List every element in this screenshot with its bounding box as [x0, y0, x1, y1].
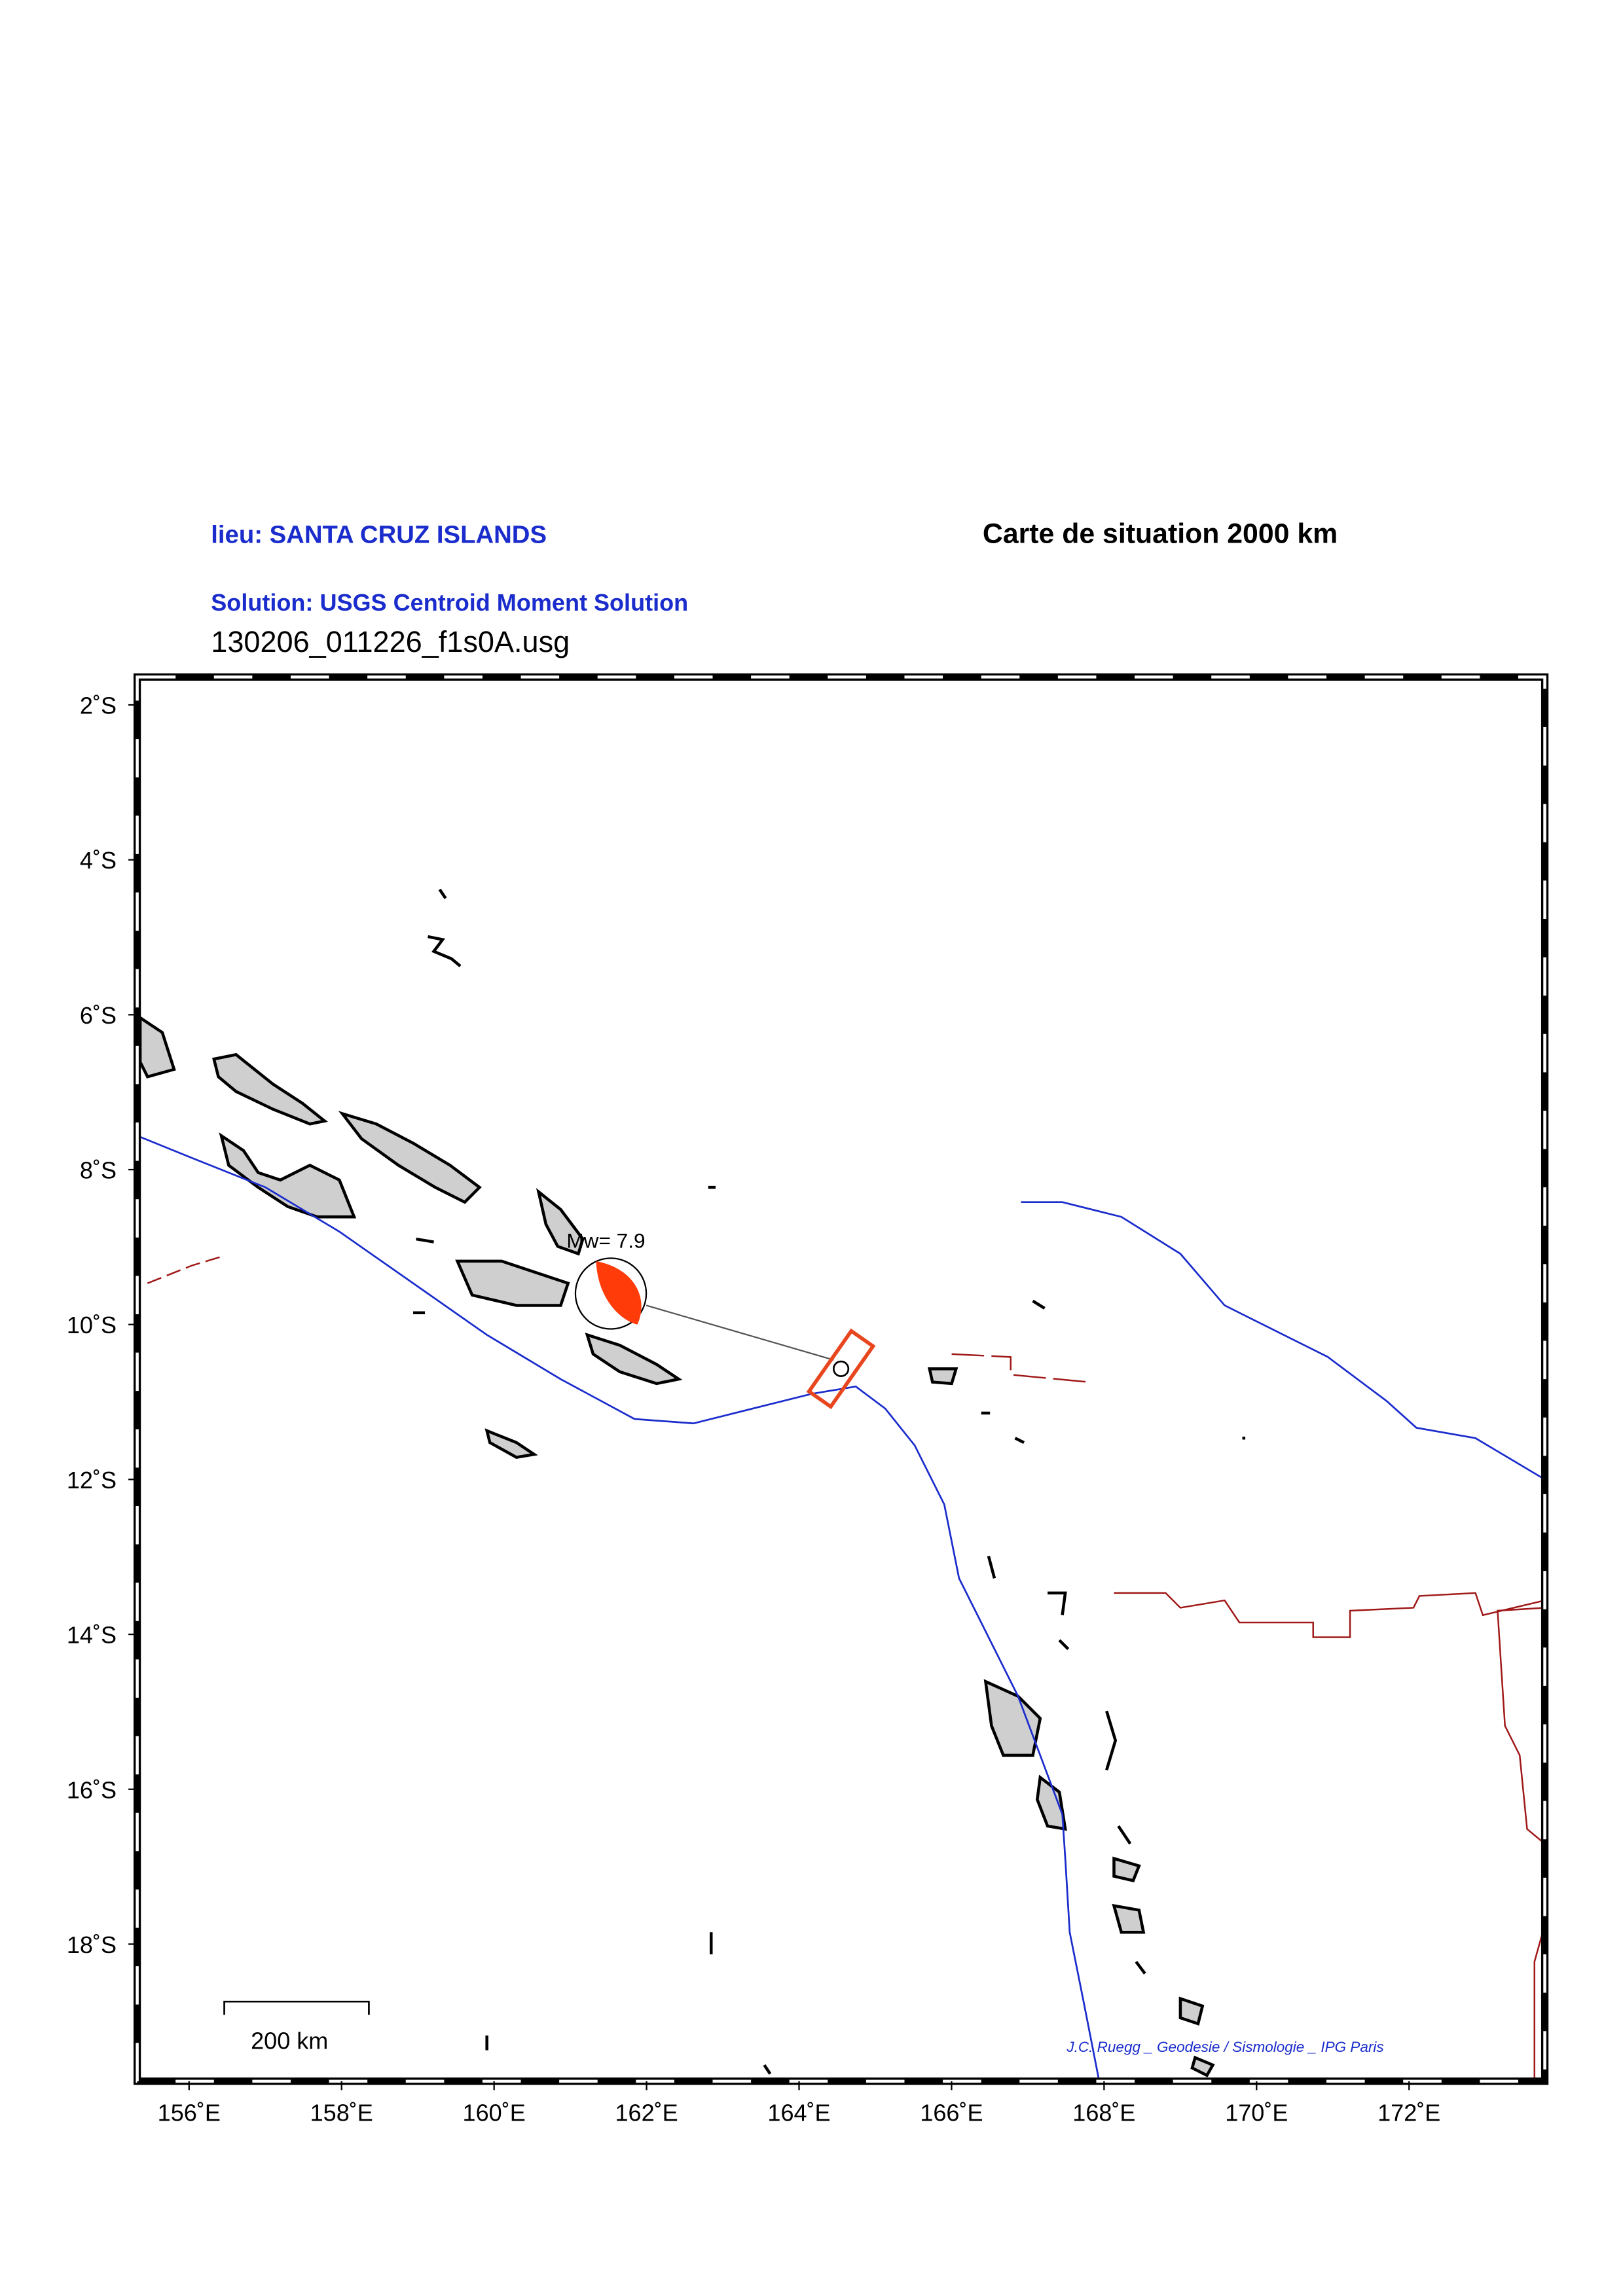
file-title: 130206_011226_f1s0A.usg: [211, 625, 570, 658]
graticule-labels: 156˚E 158˚E 160˚E 162˚E 164˚E 166˚E 168˚E 170˚E…: [67, 692, 1440, 2126]
y-tick-label: 6˚S: [80, 1002, 117, 1029]
x-tick-label: 170˚E: [1225, 2100, 1288, 2126]
y-tick-label: 8˚S: [80, 1157, 117, 1184]
map-frame: [133, 673, 1549, 2085]
scale-bar-label: 200 km: [251, 2027, 328, 2054]
credit: J.C. Ruegg _ Geodesie / Sismologie _ IPG…: [1066, 2039, 1383, 2055]
coastlines: [138, 888, 1246, 2077]
location-title: lieu: SANTA CRUZ ISLANDS: [211, 520, 547, 548]
solution-title: Solution: USGS Centroid Moment Solution: [211, 589, 688, 616]
x-tick-label: 172˚E: [1377, 2100, 1440, 2126]
y-tick-label: 18˚S: [67, 1931, 117, 1958]
y-tick-label: 10˚S: [67, 1312, 117, 1338]
map-frame-pattern: [136, 675, 1546, 2083]
x-tick-label: 158˚E: [310, 2100, 373, 2126]
map-title: Carte de situation 2000 km: [983, 518, 1338, 549]
y-tick-label: 12˚S: [67, 1467, 117, 1494]
plate-boundaries: [137, 1135, 1546, 2082]
x-tick-label: 160˚E: [463, 2100, 526, 2126]
x-tick-label: 156˚E: [158, 2100, 221, 2126]
magnitude-label: Mw= 7.9: [566, 1229, 645, 1253]
y-tick-label: 16˚S: [67, 1776, 117, 1803]
y-tick-label: 14˚S: [67, 1622, 117, 1649]
x-tick-label: 166˚E: [920, 2100, 983, 2126]
x-tick-label: 168˚E: [1072, 2100, 1135, 2126]
scale-bar: 200 km: [223, 2000, 370, 2054]
x-tick-label: 162˚E: [615, 2100, 678, 2126]
y-tick-label: 2˚S: [80, 692, 117, 719]
focal-mechanism: Mw= 7.9: [566, 1229, 876, 1410]
y-tick-label: 4˚S: [80, 847, 117, 874]
x-tick-label: 164˚E: [767, 2100, 830, 2126]
